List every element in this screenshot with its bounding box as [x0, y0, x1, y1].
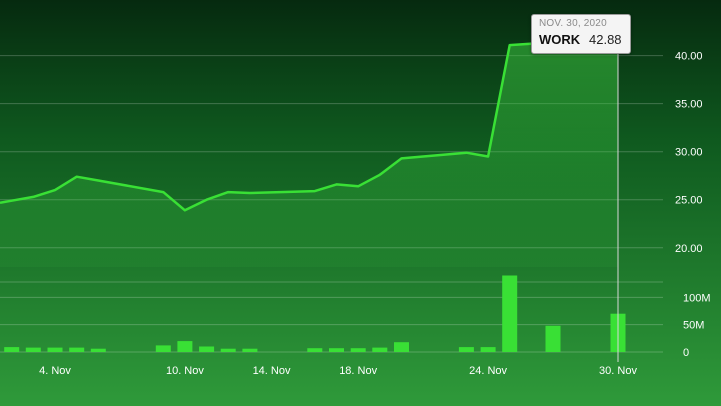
price-point [508, 44, 511, 46]
price-point [10, 199, 13, 202]
price-point [335, 183, 338, 186]
price-y-tick: 25.00 [675, 195, 703, 207]
volume-bar [199, 346, 215, 352]
price-y-tick: 30.00 [675, 147, 703, 159]
volume-bar [242, 348, 258, 352]
x-axis-tick: 24. Nov [469, 365, 507, 377]
volume-bar [307, 348, 323, 352]
price-point [32, 196, 35, 198]
volume-bar [25, 347, 41, 352]
price-point [97, 179, 100, 182]
tooltip-ticker: WORK [539, 32, 581, 47]
price-point [465, 151, 468, 154]
x-axis-ticks: 4. Nov 10. Nov 14. Nov 18. Nov 24. Nov 30. No… [39, 365, 637, 377]
volume-bar [90, 348, 106, 352]
x-axis-tick: 4. Nov [39, 365, 71, 377]
volume-y-tick: 0 [683, 347, 689, 359]
x-axis-tick: 10. Nov [166, 365, 204, 377]
volume-bar [545, 325, 561, 352]
price-point [357, 185, 359, 188]
price-point [379, 173, 381, 176]
price-point [54, 189, 56, 191]
price-area [0, 28, 618, 267]
x-axis-tick: 14. Nov [253, 365, 291, 377]
price-area-layer [0, 28, 618, 267]
volume-bar [502, 275, 518, 352]
price-y-tick: 20.00 [675, 243, 703, 255]
volume-y-tick: 50M [683, 320, 704, 332]
volume-bar [480, 347, 496, 352]
price-point [75, 175, 78, 178]
price-point [400, 157, 403, 160]
volume-bar [220, 348, 236, 352]
price-tooltip: NOV. 30, 2020 WORK 42.88 [531, 14, 631, 54]
volume-bar [4, 347, 20, 352]
price-y-tick: 35.00 [675, 99, 703, 111]
volume-bar [69, 347, 85, 352]
x-axis-tick: 30. Nov [599, 365, 637, 377]
price-point [227, 191, 230, 193]
tooltip-date: NOV. 30, 2020 [539, 18, 607, 29]
volume-bar [177, 341, 193, 352]
volume-bar [350, 348, 366, 352]
price-point [487, 155, 489, 158]
price-point [162, 191, 165, 193]
price-point [249, 192, 251, 194]
price-y-tick: 40.00 [675, 51, 703, 63]
x-axis-tick: 18. Nov [339, 365, 377, 377]
tooltip-value: 42.88 [589, 32, 622, 47]
volume-bar [47, 347, 63, 352]
volume-y-tick: 100M [683, 292, 711, 304]
price-point [314, 190, 316, 192]
price-point [184, 209, 186, 212]
volume-bar [394, 342, 409, 352]
volume-bar [155, 345, 171, 352]
volume-bar [372, 347, 388, 352]
price-point [205, 198, 208, 201]
volume-bar [458, 347, 474, 352]
y-axis-ticks: 20.00 25.00 30.00 35.00 40.00 0 50M 100M [675, 51, 711, 359]
volume-bar [329, 348, 344, 352]
